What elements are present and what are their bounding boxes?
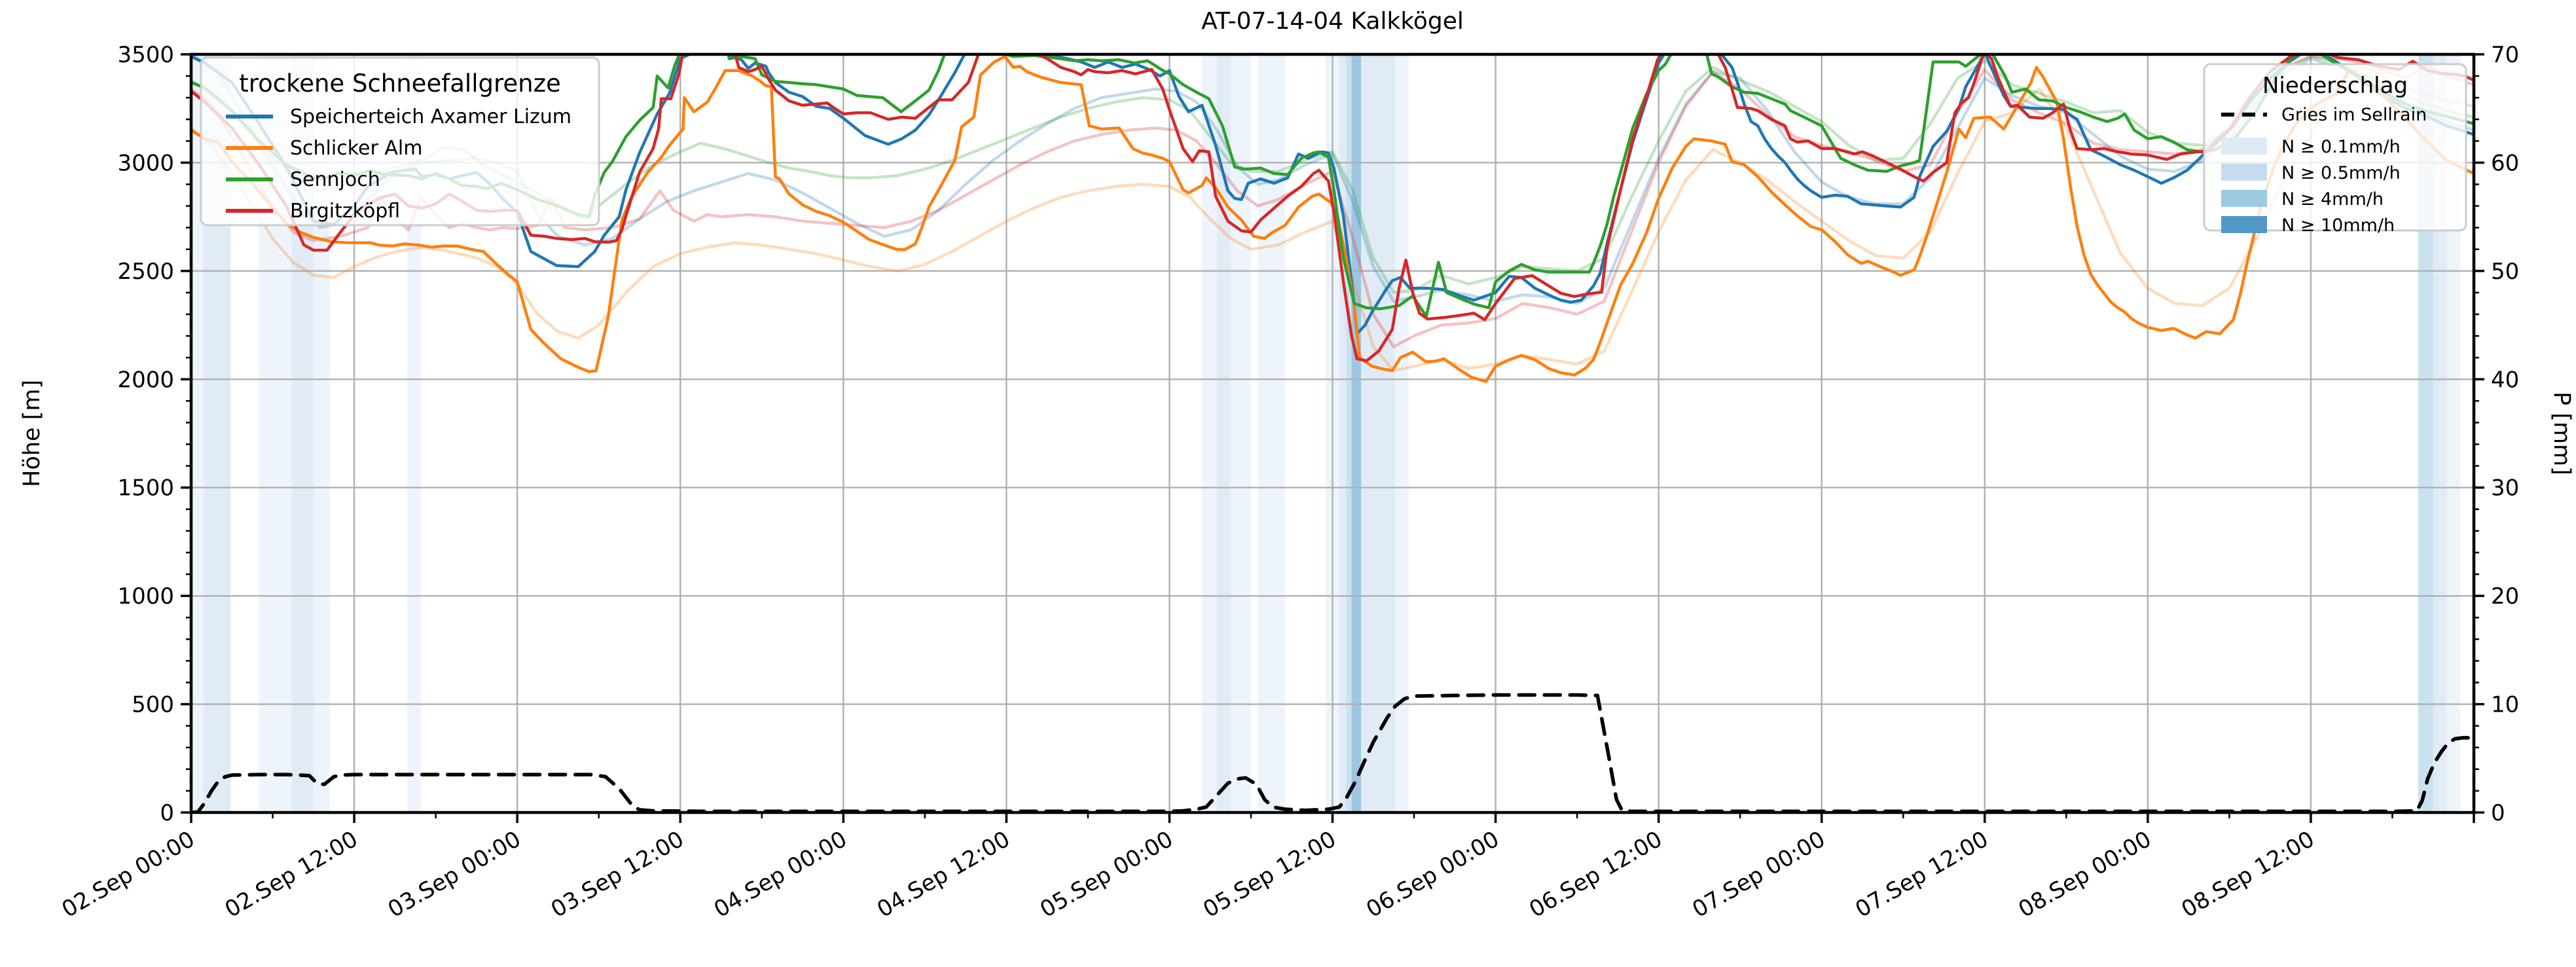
x-tick-label: 02.Sep 00:00 (58, 826, 200, 923)
x-tick-label: 06.Sep 00:00 (1362, 826, 1504, 923)
x-tick-label-group: 08.Sep 12:00 (2177, 826, 2319, 923)
legend-band-swatch (2221, 137, 2267, 155)
right-tick-label: 50 (2491, 259, 2519, 285)
precip-band (1339, 54, 1347, 812)
precip-band (1394, 54, 1409, 812)
x-tick-label: 07.Sep 00:00 (1688, 826, 1830, 923)
left-tick-label: 3500 (117, 42, 174, 68)
x-tick-label: 04.Sep 12:00 (873, 826, 1015, 923)
x-tick-label: 03.Sep 00:00 (384, 826, 526, 923)
x-tick-label-group: 06.Sep 00:00 (1362, 826, 1504, 923)
precip-band (1202, 54, 1218, 812)
x-tick-label-group: 02.Sep 12:00 (221, 826, 363, 923)
legend-snowline-item-label: Sennjoch (290, 168, 380, 191)
legend-precip-band-label: N ≥ 10mm/h (2281, 215, 2395, 236)
legend-snowline-box (200, 56, 600, 227)
legend-precip-line-label: Gries im Sellrain (2281, 105, 2427, 125)
x-tick-label-group: 05.Sep 12:00 (1199, 826, 1341, 923)
precip-band (1346, 54, 1352, 812)
x-tick-label: 05.Sep 12:00 (1199, 826, 1341, 923)
precip-band (2446, 54, 2461, 812)
precip-band-group (191, 54, 2461, 812)
x-tick-label-group: 05.Sep 00:00 (1036, 826, 1178, 923)
right-tick-label: 40 (2491, 367, 2519, 393)
right-tick-label: 0 (2491, 800, 2505, 826)
precip-band (2418, 54, 2433, 812)
legend-snowline-item-label: Birgitzköpfl (290, 200, 400, 223)
x-tick-label-group: 03.Sep 00:00 (384, 826, 526, 923)
legend-snowline-item-label: Schlicker Alm (290, 137, 422, 160)
series-line-sennjoch (191, 54, 2474, 318)
x-tick-label-group: 04.Sep 00:00 (710, 826, 852, 923)
x-tick-label-group: 08.Sep 00:00 (2014, 826, 2156, 923)
left-axis-label: Höhe [m] (19, 380, 45, 487)
legend-band-swatch (2221, 190, 2267, 207)
legend-band-swatch (2221, 164, 2267, 181)
series-line-speicherteich-axamer-lizum-faded- (191, 54, 2474, 305)
x-tick-label-group: 07.Sep 12:00 (1851, 826, 1993, 923)
legend-precip: Niederschlag Gries im Sellrain N ≥ 0.1mm/h… (2203, 63, 2467, 236)
right-tick-label: 20 (2491, 583, 2519, 610)
x-tick-label: 08.Sep 00:00 (2014, 826, 2156, 923)
legend-precip-title: Niederschlag (2262, 73, 2408, 99)
precip-band (2433, 54, 2447, 812)
x-tick-label-group: 03.Sep 12:00 (547, 826, 689, 923)
x-tick-label: 04.Sep 00:00 (710, 826, 852, 923)
right-tick-label: 10 (2491, 692, 2519, 718)
legend-band-swatch (2221, 216, 2267, 233)
legend-snowline: trockene Schneefallgrenze Speicherteich A… (200, 56, 600, 227)
left-tick-label: 2000 (117, 367, 174, 393)
precip-band (191, 54, 204, 812)
series-line-birgitzk-pfl (191, 54, 2474, 363)
legend-snowline-title: trockene Schneefallgrenze (239, 69, 561, 98)
precip-band (1217, 54, 1231, 812)
precip-band (1351, 54, 1362, 812)
legend-precip-band-label: N ≥ 4mm/h (2281, 189, 2384, 210)
left-tick-label: 1500 (117, 475, 174, 502)
x-tick-label-group: 04.Sep 12:00 (873, 826, 1015, 923)
left-tick-label: 500 (132, 692, 174, 718)
right-tick-label: 70 (2491, 42, 2519, 68)
left-tick-label: 2500 (117, 259, 174, 285)
left-tick-label: 1000 (117, 583, 174, 610)
x-tick-label: 05.Sep 00:00 (1036, 826, 1178, 923)
precip-band (1361, 54, 1395, 812)
left-tick-label: 0 (160, 800, 174, 826)
x-tick-label: 03.Sep 12:00 (547, 826, 689, 923)
series-line-birgitzk-pfl-faded- (191, 55, 2474, 348)
right-tick-label: 60 (2491, 150, 2519, 176)
legend-precip-band-label: N ≥ 0.1mm/h (2281, 137, 2401, 157)
chart-title: AT-07-14-04 Kalkkögel (1201, 8, 1464, 35)
left-tick-label: 3000 (117, 150, 174, 176)
x-tick-label-group: 02.Sep 00:00 (58, 826, 200, 923)
legend-snowline-item-label: Speicherteich Axamer Lizum (290, 105, 571, 128)
tick-group (181, 53, 2484, 823)
legend-precip-band-label: N ≥ 0.5mm/h (2281, 163, 2401, 183)
legend-precip-box (2203, 63, 2467, 232)
x-tick-label: 06.Sep 12:00 (1525, 826, 1667, 923)
right-axis-label: P [mm] (2549, 392, 2575, 475)
right-tick-label: 30 (2491, 475, 2519, 502)
x-tick-label-group: 06.Sep 12:00 (1525, 826, 1667, 923)
x-tick-label: 08.Sep 12:00 (2177, 826, 2319, 923)
x-tick-label-group: 07.Sep 00:00 (1688, 826, 1830, 923)
x-tick-label: 07.Sep 12:00 (1851, 826, 1993, 923)
precip-band (1230, 54, 1251, 812)
x-tick-label: 02.Sep 12:00 (221, 826, 363, 923)
